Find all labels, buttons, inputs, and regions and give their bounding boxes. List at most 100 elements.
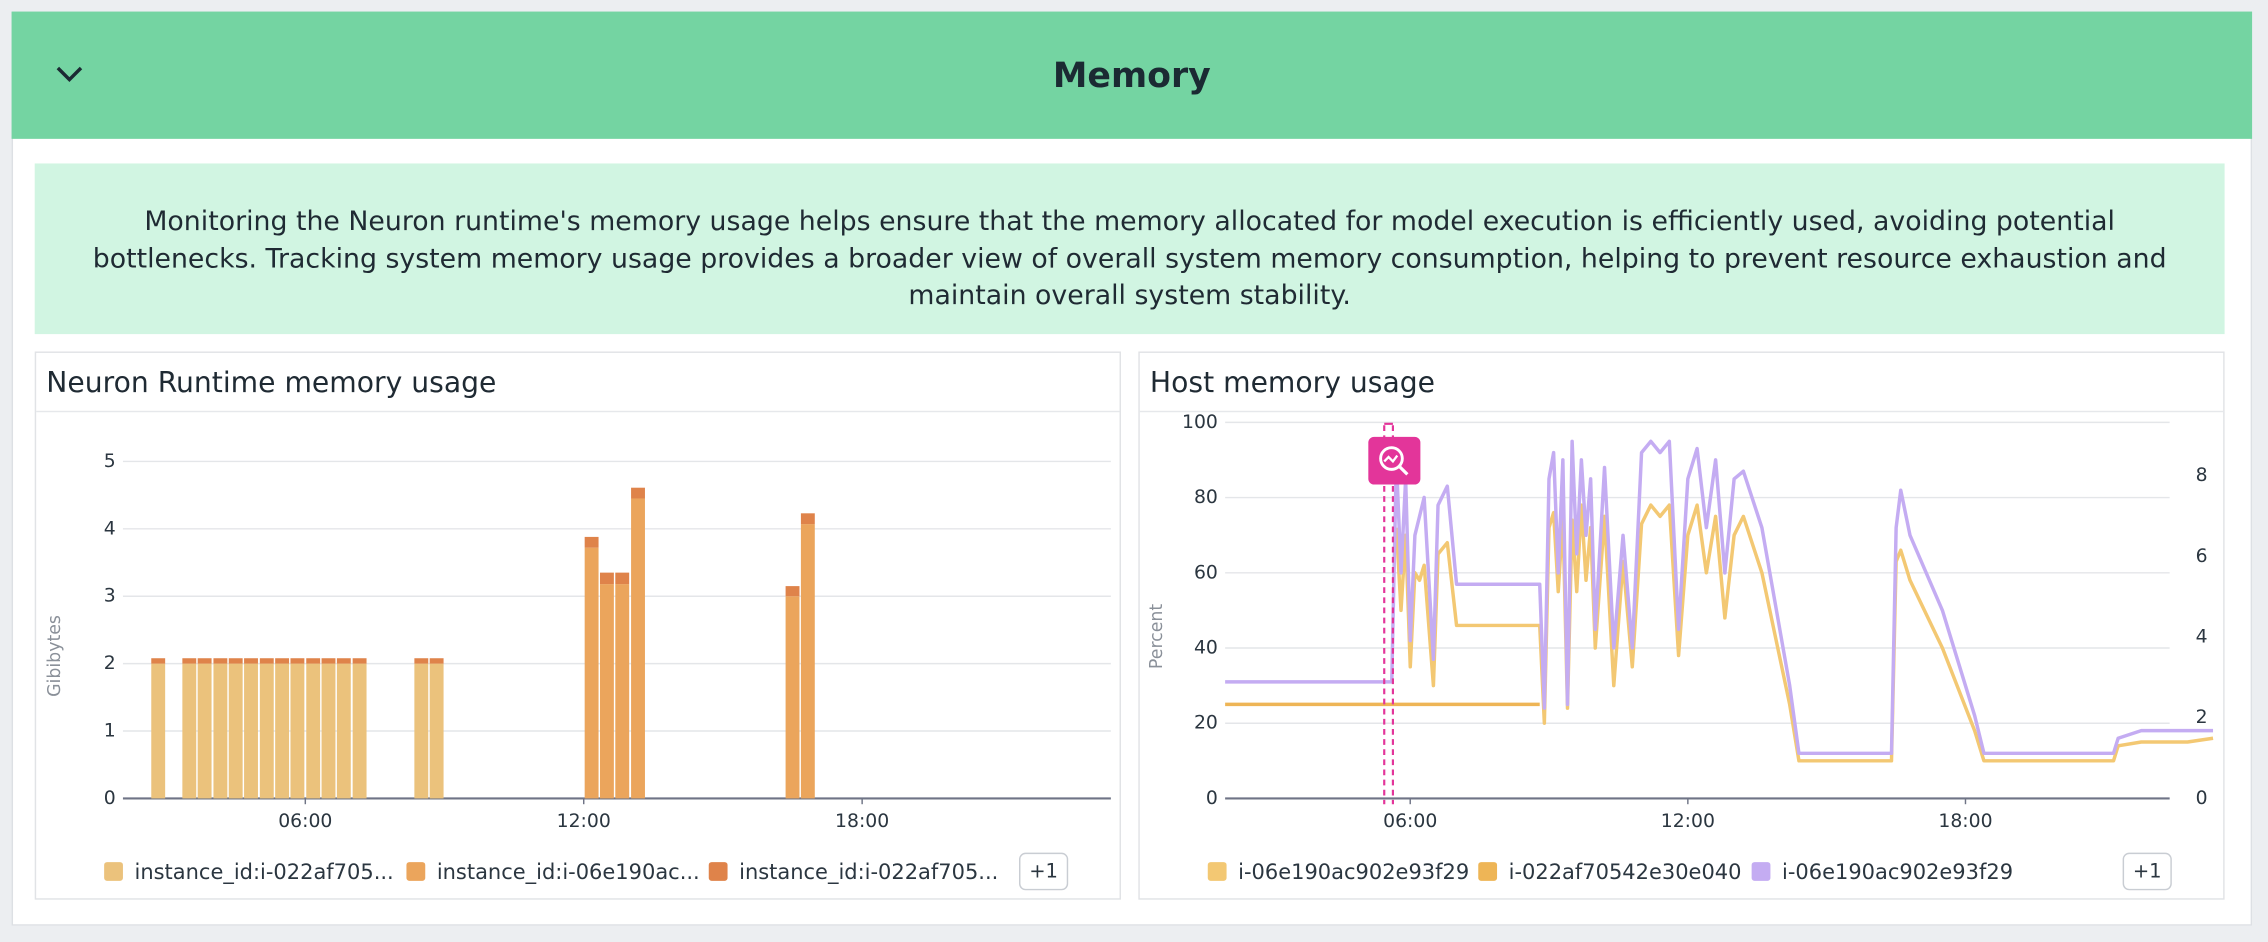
bar-segment — [244, 663, 258, 799]
legend-swatch — [1751, 862, 1771, 881]
y-tick-label: 0 — [1206, 788, 1218, 809]
y-tick-label: 5 — [104, 451, 116, 472]
bar-segment — [197, 663, 212, 799]
bar-segment — [599, 584, 614, 799]
x-tick-label: 12:00 — [557, 811, 611, 832]
button-label: +1 — [2133, 860, 2162, 883]
bar-segment — [352, 663, 367, 799]
separator — [36, 410, 1120, 413]
bar-segment — [275, 663, 290, 799]
y-tick-label: 0 — [104, 788, 116, 809]
bar-segment — [414, 658, 429, 664]
y-axis-label: Percent — [1147, 604, 1167, 669]
y-tick-label: 3 — [104, 586, 116, 607]
y2-tick-label: 4 — [2196, 627, 2208, 648]
legend-label: i-06e190ac902e93f29 — [1238, 860, 1469, 884]
legend-label: instance_id:i-022af705... — [135, 860, 394, 885]
bar-segment — [414, 663, 429, 799]
bar-segment — [213, 663, 228, 799]
bar-segment — [615, 572, 630, 585]
y-tick-label: 1 — [104, 721, 116, 742]
bar-segment — [631, 487, 645, 499]
legend-label: i-022af70542e30e040 — [1509, 860, 1742, 884]
bar-segment — [151, 663, 166, 799]
x-tick-label: 18:00 — [1938, 811, 1992, 832]
bar-segment — [182, 658, 197, 664]
legend-label: i-06e190ac902e93f29 — [1782, 860, 2013, 884]
separator — [1139, 410, 2224, 413]
bar-segment — [800, 513, 815, 525]
marker-icon — [1379, 446, 1404, 471]
bar-segment — [290, 663, 305, 799]
y-tick-label: 4 — [104, 518, 116, 539]
bar-segment — [275, 658, 290, 664]
y2-tick-label: 8 — [2196, 465, 2208, 486]
collapse-chevron[interactable] — [43, 46, 101, 104]
bar-segment — [631, 498, 645, 799]
legend-swatch — [708, 862, 728, 881]
bar-segment — [259, 658, 274, 664]
bar-segment — [429, 663, 444, 799]
bar-segment — [800, 524, 815, 799]
bar-segment — [599, 572, 614, 585]
legend-swatch — [1478, 862, 1498, 881]
bar-segment — [228, 658, 243, 664]
bar-segment — [197, 658, 212, 664]
bar-segment — [213, 658, 228, 664]
y-tick-label: 80 — [1194, 487, 1218, 508]
bar-segment — [584, 547, 599, 799]
x-tick-label: 12:00 — [1661, 811, 1715, 832]
bar-segment — [615, 584, 630, 799]
legend-more-button[interactable]: +1 — [1019, 852, 1069, 891]
bar-segment — [352, 658, 367, 664]
bar-segment — [182, 663, 197, 799]
bar-segment — [259, 663, 274, 799]
description: Monitoring the Neuron runtime's memory u… — [34, 163, 2225, 335]
bar-segment — [290, 658, 305, 664]
y-tick-label: 20 — [1194, 713, 1218, 734]
chevron-icon — [56, 66, 83, 83]
button-frame — [1019, 852, 1069, 891]
group-title: Memory — [1052, 54, 1211, 96]
legend-label: instance_id:i-06e190ac... — [437, 860, 700, 885]
bar-segment — [336, 663, 351, 799]
y2-tick-label: 2 — [2196, 707, 2208, 728]
x-tick-label: 06:00 — [1383, 811, 1437, 832]
marker-icon — [1398, 465, 1409, 476]
event-marker[interactable] — [1368, 422, 1421, 805]
y-tick-label: 100 — [1182, 412, 1218, 433]
legend-label: instance_id:i-022af705... — [739, 860, 998, 885]
bar-segment — [228, 663, 243, 799]
bar-segment — [785, 586, 800, 597]
bar-segment — [244, 658, 258, 664]
bar-segment — [321, 663, 336, 799]
bar-segment — [584, 536, 599, 548]
panel: Host memory usage — [1138, 351, 2225, 900]
x-tick-label: 18:00 — [835, 811, 889, 832]
bar-segment — [785, 596, 800, 799]
bar-segment — [336, 658, 351, 664]
bar-segment — [429, 658, 444, 664]
y-axis-label: Gibibytes — [45, 615, 65, 697]
bar-segment — [306, 663, 321, 799]
bar-segment — [151, 658, 166, 664]
y2-tick-label: 0 — [2196, 788, 2208, 809]
legend-swatch — [104, 862, 123, 881]
y-tick-label: 60 — [1194, 562, 1218, 583]
panel-title: Host memory usage — [1149, 365, 1436, 400]
legend-swatch — [1207, 862, 1227, 881]
group-header[interactable]: Memory — [11, 11, 2253, 139]
legend-swatch — [406, 862, 426, 881]
bar-segment — [321, 658, 336, 664]
panel-title: Neuron Runtime memory usage — [46, 365, 497, 400]
line-series — [1394, 503, 2214, 763]
y-tick-label: 2 — [104, 653, 116, 674]
y-tick-label: 40 — [1194, 638, 1218, 659]
button-label: +1 — [1029, 860, 1058, 883]
button-frame — [2122, 852, 2172, 891]
legend-more-button[interactable]: +1 — [2122, 852, 2172, 891]
x-tick-label: 06:00 — [278, 811, 332, 832]
